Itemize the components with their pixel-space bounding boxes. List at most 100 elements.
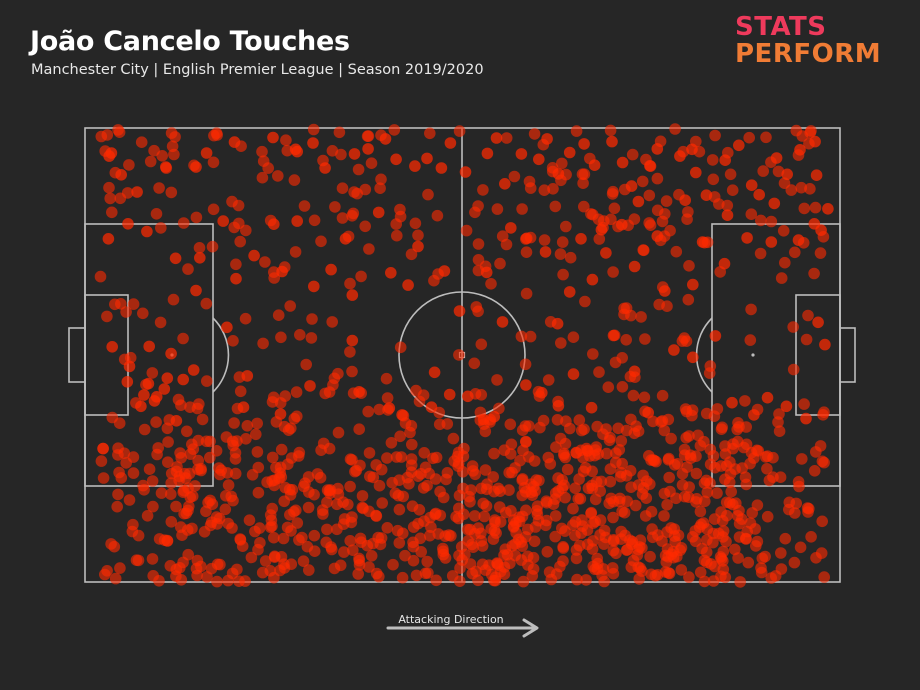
touch-point	[810, 169, 823, 181]
touch-point	[228, 417, 240, 429]
touch-point	[344, 277, 356, 290]
touch-point	[739, 471, 752, 484]
touch-point	[781, 168, 793, 181]
touch-point	[399, 549, 411, 562]
touch-point	[323, 386, 336, 398]
touch-point	[707, 575, 720, 587]
touch-point	[581, 524, 594, 536]
touch-point	[165, 488, 177, 501]
touch-point	[726, 396, 738, 409]
touch-point	[152, 442, 164, 454]
touch-point	[347, 387, 360, 400]
touch-point	[432, 268, 444, 280]
touch-point	[721, 509, 733, 522]
touch-point	[361, 539, 374, 552]
touch-point	[733, 531, 746, 543]
touch-point	[204, 494, 216, 507]
touch-point	[410, 384, 422, 397]
touch-point	[469, 468, 482, 481]
touch-point	[714, 266, 726, 278]
touch-point	[187, 443, 200, 455]
touch-point	[337, 518, 350, 530]
touch-point	[817, 409, 829, 421]
touch-point	[140, 378, 152, 391]
touch-point	[190, 211, 203, 224]
touch-point	[632, 479, 645, 491]
touch-point	[414, 532, 427, 545]
touch-point	[517, 575, 530, 588]
touch-point	[700, 546, 713, 558]
touch-point	[113, 126, 126, 138]
touch-point	[660, 556, 673, 568]
touch-point	[808, 267, 820, 280]
touch-point	[577, 451, 589, 464]
touch-point	[522, 523, 534, 536]
touch-point	[708, 410, 721, 423]
touch-point	[697, 517, 710, 529]
touch-point	[661, 499, 673, 511]
touch-point	[537, 138, 550, 151]
touch-point	[354, 532, 367, 545]
chart-title: João Cancelo Touches	[30, 26, 350, 57]
touch-point	[412, 240, 424, 253]
touch-point	[112, 442, 124, 455]
touch-point	[227, 335, 239, 347]
touch-point	[594, 529, 606, 541]
touch-point	[677, 145, 689, 158]
touch-point	[338, 546, 350, 558]
touch-point	[357, 502, 369, 515]
touch-point	[291, 215, 304, 227]
touch-point	[314, 471, 327, 484]
touch-point	[499, 543, 512, 555]
touch-point	[673, 188, 685, 201]
touch-point	[415, 546, 428, 558]
touch-point	[604, 475, 617, 488]
touch-point	[264, 214, 277, 227]
right-penalty-spot	[751, 353, 755, 357]
touch-point	[229, 453, 242, 465]
touch-point	[570, 125, 583, 137]
touch-point	[296, 531, 308, 544]
touch-point	[658, 510, 670, 522]
touch-point	[184, 491, 197, 504]
touch-point	[755, 214, 767, 227]
touch-point	[665, 522, 677, 534]
touch-point	[613, 444, 626, 456]
touch-point	[165, 516, 178, 528]
touch-point	[656, 215, 669, 228]
touch-point	[167, 293, 180, 306]
touch-point	[230, 258, 242, 271]
touch-point	[458, 442, 470, 455]
touch-point	[200, 297, 213, 310]
touch-point	[181, 425, 193, 438]
touch-point	[390, 153, 402, 166]
touch-point	[409, 160, 421, 172]
touch-point	[571, 573, 583, 586]
touch-point	[789, 246, 801, 259]
touch-point	[348, 186, 360, 198]
touch-point	[161, 534, 174, 547]
touch-point	[346, 454, 358, 466]
touch-point	[210, 511, 223, 523]
touch-point	[809, 201, 822, 214]
touch-point	[653, 298, 665, 311]
touch-point	[447, 432, 460, 445]
touch-point	[569, 482, 581, 495]
touch-point	[155, 222, 167, 234]
touch-point	[364, 470, 376, 483]
touch-point	[524, 330, 537, 343]
touch-point	[233, 371, 246, 383]
touch-point	[787, 321, 799, 333]
touch-point	[670, 245, 683, 258]
touch-point	[446, 570, 459, 582]
touch-point	[644, 219, 657, 231]
touch-point	[285, 558, 298, 570]
touch-point	[121, 376, 134, 388]
touch-point	[547, 183, 559, 195]
touch-point	[147, 500, 159, 513]
touch-point	[187, 364, 200, 376]
touch-point	[165, 347, 177, 360]
touch-point	[708, 513, 721, 525]
touch-point	[114, 562, 126, 574]
touch-point	[443, 529, 455, 541]
